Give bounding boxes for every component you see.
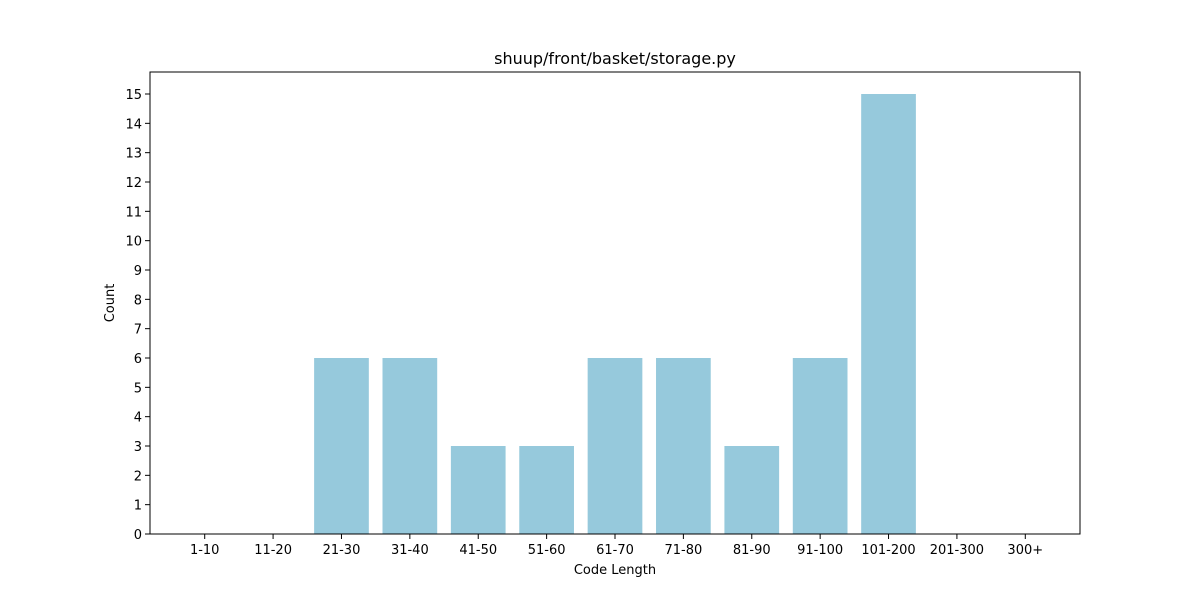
bar-21-30 xyxy=(314,358,369,534)
x-tick-label: 201-300 xyxy=(930,543,984,558)
y-tick-label: 8 xyxy=(134,293,142,308)
bar-61-70 xyxy=(587,358,643,534)
x-tick-label: 31-40 xyxy=(391,543,429,558)
y-tick-label: 5 xyxy=(134,381,142,396)
y-tick-label: 9 xyxy=(134,264,142,279)
y-tick-label: 3 xyxy=(134,440,142,455)
x-tick-label: 71-80 xyxy=(664,543,702,558)
y-tick-label: 11 xyxy=(125,205,142,220)
x-tick-label: 81-90 xyxy=(733,543,771,558)
x-tick-label: 300+ xyxy=(1007,543,1043,558)
bar-51-60 xyxy=(519,446,574,534)
bar-41-50 xyxy=(450,446,506,534)
x-tick-label: 41-50 xyxy=(459,543,497,558)
y-tick-label: 14 xyxy=(125,117,142,132)
y-tick-label: 15 xyxy=(125,88,142,103)
plot-frame xyxy=(149,71,1081,535)
x-tick-label: 1-10 xyxy=(190,543,220,558)
bars xyxy=(314,94,916,534)
y-tick-label: 0 xyxy=(134,528,142,543)
x-tick-label: 11-20 xyxy=(254,543,292,558)
x-axis-ticks: 1-10 11-20 21-30 31-40 41-50 51-60 61-70 71-80 8… xyxy=(190,534,1043,558)
bar-91-100 xyxy=(792,358,848,534)
y-tick-label: 2 xyxy=(134,469,142,484)
bar-101-200 xyxy=(861,94,916,534)
y-tick-label: 10 xyxy=(125,235,142,250)
bar-31-40 xyxy=(382,358,438,534)
y-axis-label: Count xyxy=(103,284,118,323)
x-tick-label: 61-70 xyxy=(596,543,634,558)
x-tick-label: 91-100 xyxy=(797,543,843,558)
bar-71-80 xyxy=(656,358,711,534)
x-axis-label: Code Length xyxy=(574,563,656,578)
bar-81-90 xyxy=(724,446,780,534)
y-tick-label: 7 xyxy=(134,323,142,338)
chart-title: shuup/front/basket/storage.py xyxy=(494,49,736,68)
y-tick-label: 1 xyxy=(134,499,142,514)
y-tick-label: 12 xyxy=(125,176,142,191)
x-tick-label: 21-30 xyxy=(323,543,361,558)
x-tick-label: 101-200 xyxy=(861,543,915,558)
y-tick-label: 13 xyxy=(125,147,142,162)
y-tick-label: 4 xyxy=(134,411,142,426)
x-tick-label: 51-60 xyxy=(528,543,566,558)
y-tick-label: 6 xyxy=(134,352,142,367)
